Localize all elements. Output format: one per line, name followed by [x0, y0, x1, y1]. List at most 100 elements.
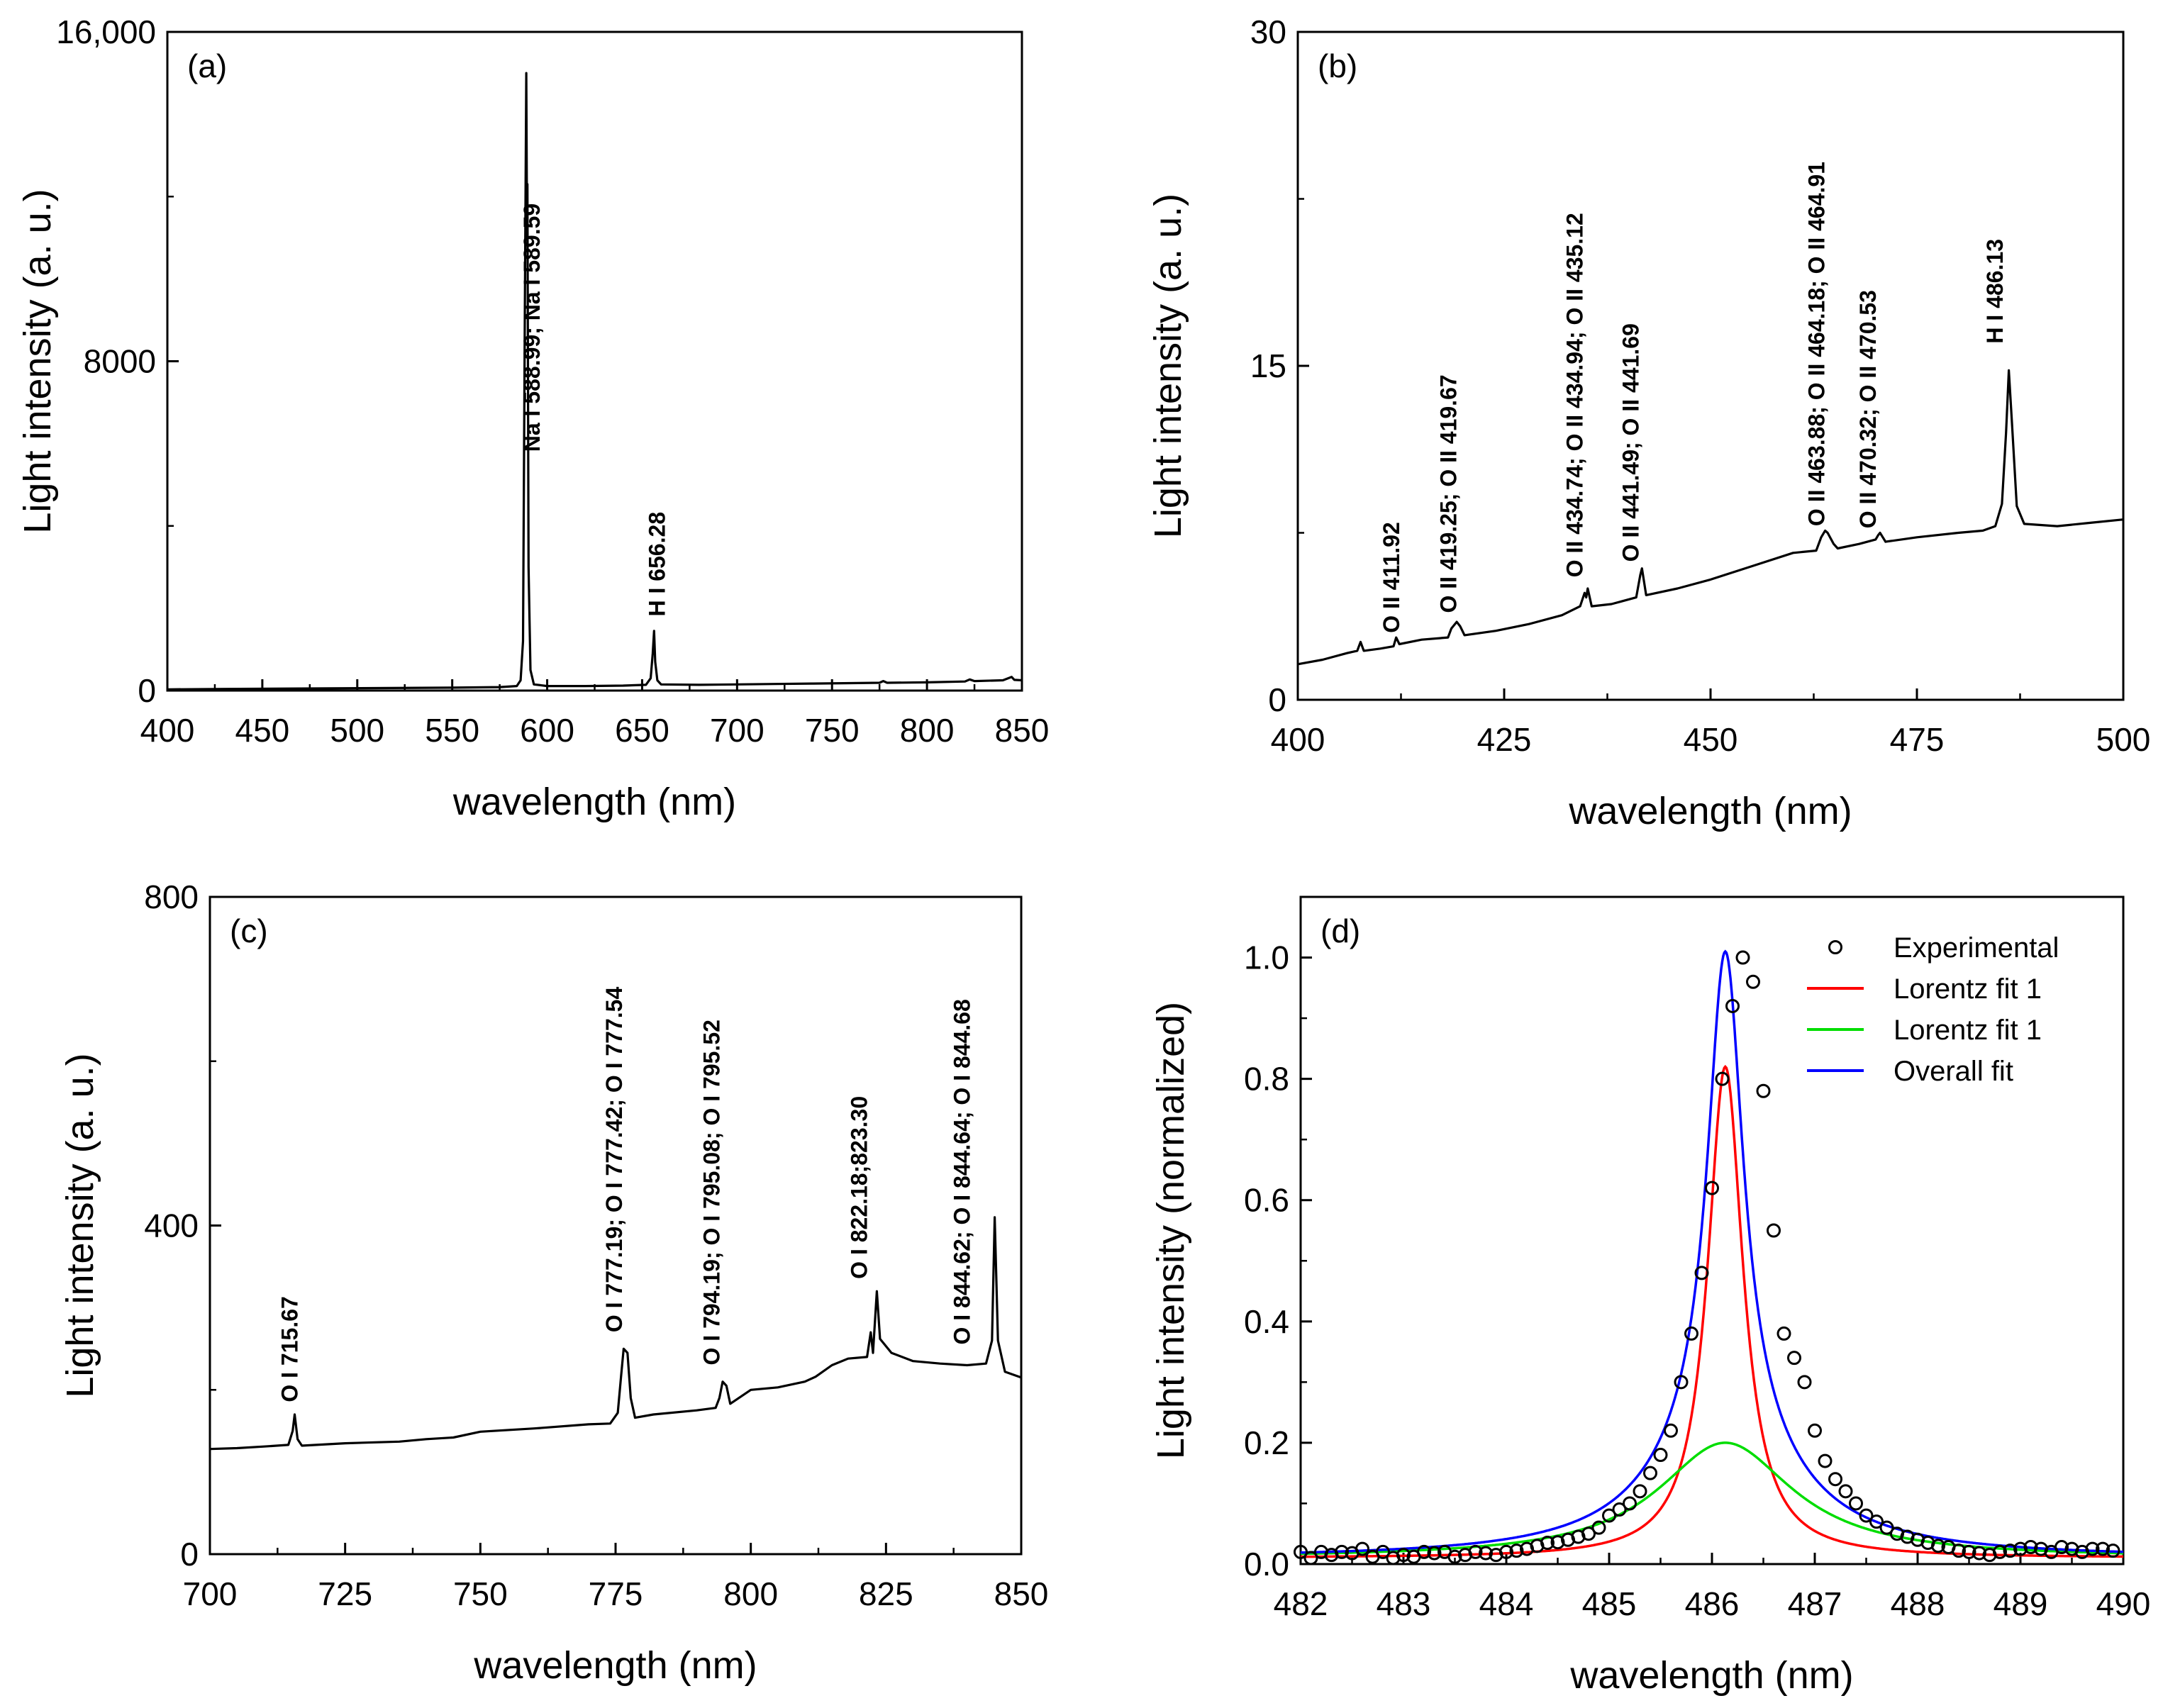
x-tick-label: 450	[235, 712, 290, 749]
x-tick-label: 725	[318, 1575, 372, 1612]
y-tick-label: 0	[1268, 681, 1286, 718]
peak-annotation: O II 463.88; O II 464.18; O II 464.91	[1804, 162, 1830, 526]
x-tick-label: 550	[425, 712, 479, 749]
legend-marker	[1828, 940, 1842, 954]
peak-annotation: O I 844.62; O I 844.64; O I 844.68	[950, 999, 975, 1344]
y-tick-label: 800	[144, 878, 199, 915]
x-axis-title: wavelength (nm)	[452, 781, 736, 823]
legend: Experimental Lorentz fit 1 Lorentz fit 1 Ov…	[1807, 932, 2059, 1087]
x-tick-label: 850	[994, 1575, 1049, 1612]
experimental-point	[2003, 1544, 2018, 1558]
experimental-point	[1849, 1496, 1863, 1511]
peak-annotation: O II 470.32; O II 470.53	[1855, 290, 1881, 528]
experimental-point	[1653, 1448, 1668, 1463]
x-tick-label: 482	[1274, 1585, 1328, 1622]
experimental-point	[1828, 1472, 1842, 1487]
x-axis-title: wavelength (nm)	[1568, 790, 1852, 832]
experimental-point	[1447, 1549, 1462, 1564]
peak-annotation: O II 434.74; O II 434.94; O II 435.12	[1562, 213, 1588, 577]
peak-annotation: O I 822.18;823.30	[847, 1096, 872, 1279]
spectrum-line	[167, 72, 1023, 691]
y-tick-label: 0	[180, 1536, 199, 1573]
x-tick-label: 650	[615, 712, 669, 749]
experimental-point	[2096, 1541, 2110, 1556]
y-tick-label: 400	[144, 1207, 199, 1244]
panel-d: 482 483 484 485 486 487 488 489 490 0.0 0.2 0.4 0.6 0…	[1150, 895, 2150, 1697]
x-tick-label: 500	[2096, 721, 2151, 758]
x-tick-label: 485	[1582, 1585, 1637, 1622]
peak-annotation: H I 656.28	[645, 512, 670, 617]
peak-annotation: H I 486.13	[1982, 239, 2008, 344]
experimental-point	[1725, 998, 1740, 1013]
y-tick-label: 0.8	[1244, 1061, 1289, 1098]
x-tick-label: 400	[140, 712, 195, 749]
x-tick-label: 483	[1377, 1585, 1431, 1622]
x-tick-label: 700	[183, 1575, 238, 1612]
experimental-point	[1355, 1541, 1369, 1556]
x-tick-label: 425	[1477, 721, 1532, 758]
panel-label: (b)	[1318, 48, 1357, 84]
plot-frame	[166, 30, 1023, 692]
spectrum-line	[209, 1216, 1022, 1451]
experimental-point	[1633, 1484, 1647, 1499]
experimental-point	[1479, 1546, 1493, 1561]
experimental-point	[1684, 1326, 1698, 1341]
experimental-point	[1715, 1071, 1730, 1086]
x-tick-label: 487	[1788, 1585, 1842, 1622]
x-tick-label: 400	[1271, 721, 1325, 758]
y-axis-title: Light intensity (a. u.)	[1147, 194, 1189, 538]
peak-annotation: O II 411.92	[1379, 522, 1404, 633]
plot-frame	[1296, 30, 2125, 701]
experimental-point	[1776, 1326, 1791, 1341]
experimental-point	[1746, 974, 1760, 989]
experimental-point	[1417, 1544, 1431, 1559]
panel-c: 700 725 750 775 800 825 850 0 400 800 wavelength (…	[59, 878, 1048, 1687]
experimental-point	[1767, 1223, 1781, 1238]
experimental-point	[1972, 1546, 1986, 1561]
x-tick-label: 500	[330, 712, 384, 749]
x-tick-label: 825	[859, 1575, 913, 1612]
panel-a: 400 450 500 550 600 650 700 750 800 850 0 8000 16,00…	[16, 13, 1049, 823]
x-tick-label: 850	[995, 712, 1050, 749]
experimental-point	[1962, 1544, 1976, 1559]
experimental-point	[1612, 1502, 1627, 1517]
x-tick-label: 488	[1891, 1585, 1945, 1622]
y-tick-label: 8000	[84, 343, 156, 380]
fit-line	[1300, 1441, 2123, 1556]
y-tick-label: 30	[1250, 13, 1286, 50]
experimental-point	[1808, 1423, 1822, 1438]
experimental-point	[1623, 1496, 1637, 1511]
experimental-point	[1952, 1544, 1966, 1558]
y-axis-title: Light intensity (normalized)	[1150, 1002, 1192, 1459]
y-tick-label: 15	[1250, 347, 1286, 384]
x-tick-label: 775	[589, 1575, 643, 1612]
experimental-point	[1581, 1526, 1596, 1541]
experimental-point	[1643, 1466, 1657, 1480]
legend-label: Experimental	[1894, 932, 2059, 964]
experimental-point	[1591, 1520, 1606, 1535]
x-axis-title: wavelength (nm)	[473, 1644, 757, 1687]
x-tick-label: 600	[520, 712, 574, 749]
y-tick-label: 16,000	[56, 13, 156, 50]
peak-annotation: O II 441.49; O II 441.69	[1618, 323, 1644, 562]
panel-label: (c)	[230, 912, 268, 949]
y-tick-label: 0.6	[1244, 1182, 1289, 1219]
experimental-point	[1879, 1520, 1894, 1535]
experimental-point	[1499, 1544, 1513, 1559]
legend-label: Overall fit	[1894, 1056, 2013, 1087]
fit-line	[1300, 949, 2124, 1554]
spectrum-line	[1297, 369, 2124, 666]
x-tick-label: 475	[1890, 721, 1945, 758]
experimental-point	[1756, 1083, 1771, 1098]
experimental-point	[1396, 1548, 1411, 1563]
legend-label: Lorentz fit 1	[1894, 973, 2042, 1005]
experimental-point	[1735, 950, 1750, 965]
peak-annotation: O I 777.19; O I 777.42; O I 777.54	[601, 987, 627, 1333]
experimental-point	[1335, 1544, 1349, 1559]
experimental-point	[1376, 1544, 1390, 1559]
experimental-point	[1694, 1266, 1709, 1280]
experimental-point	[1303, 1551, 1318, 1565]
x-tick-label: 450	[1684, 721, 1738, 758]
y-tick-label: 0.0	[1244, 1546, 1289, 1583]
